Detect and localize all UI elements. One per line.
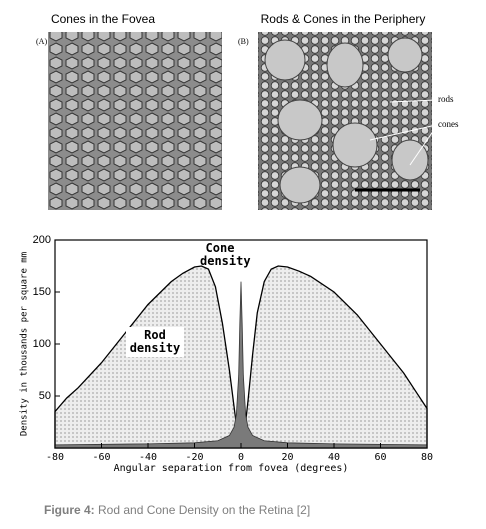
y-tick-label: 200 xyxy=(33,234,51,246)
fovea-image xyxy=(48,32,222,210)
cone-area xyxy=(54,281,428,449)
y-axis-label: Density in thousands per square mm xyxy=(20,252,30,436)
annotation: Cone density xyxy=(200,241,251,268)
y-tick-label: 150 xyxy=(33,286,51,298)
x-axis-label: Angular separation from fovea (degrees) xyxy=(114,463,349,474)
x-tick-label: 40 xyxy=(328,452,340,463)
panel-title: Cones in the Fovea xyxy=(51,12,155,26)
x-tick-label: 0 xyxy=(238,452,244,463)
caption-text: Rod and Cone Density on the Retina [2] xyxy=(98,503,311,517)
pointer xyxy=(409,126,437,166)
panel-label: (A) xyxy=(36,37,47,46)
x-tick-label: -40 xyxy=(139,452,157,463)
x-tick-label: 60 xyxy=(374,452,386,463)
y-tick-label: 100 xyxy=(33,338,51,350)
annotation: Rod density xyxy=(126,327,184,357)
panel-label: (B) xyxy=(238,37,249,46)
x-tick-label: 80 xyxy=(421,452,433,463)
x-tick-label: -60 xyxy=(92,452,110,463)
caption-label: Figure 4: xyxy=(44,503,95,517)
panel-title: Rods & Cones in the Periphery xyxy=(261,12,426,26)
annotation: cones xyxy=(438,119,459,129)
cone-cells xyxy=(264,37,429,204)
chart: 50 100 150 200 -80 -60 -40 -20 0 20 40 60 80 Angular … xyxy=(20,234,434,474)
annotation: rods xyxy=(438,94,454,104)
pointer xyxy=(369,124,437,141)
caption: Figure 4: Rod and Cone Density on the Re… xyxy=(44,503,310,517)
x-tick-label: -20 xyxy=(185,452,203,463)
y-tick-label: 50 xyxy=(39,390,51,402)
pointer xyxy=(389,99,437,103)
x-tick-label: 20 xyxy=(281,452,293,463)
x-tick-label: -80 xyxy=(46,452,64,463)
